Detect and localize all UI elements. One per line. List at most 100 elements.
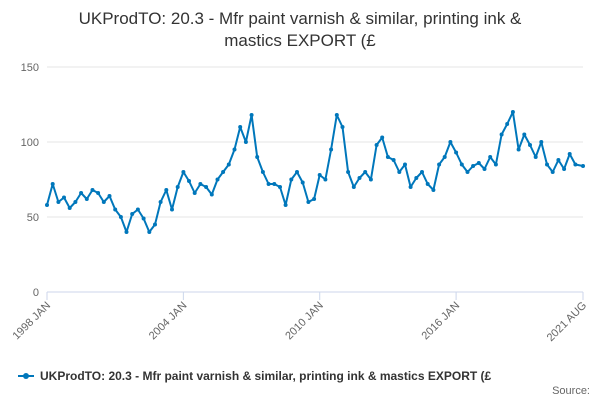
data-point[interactable] <box>420 170 424 174</box>
data-point[interactable] <box>545 162 549 167</box>
data-point[interactable] <box>306 200 311 204</box>
data-point[interactable] <box>221 170 226 174</box>
data-point[interactable] <box>226 162 231 167</box>
data-point[interactable] <box>181 170 186 174</box>
data-point[interactable] <box>118 215 123 219</box>
data-point[interactable] <box>266 182 271 186</box>
data-point[interactable] <box>437 162 442 167</box>
data-point[interactable] <box>147 230 152 234</box>
data-point[interactable] <box>573 162 578 167</box>
data-point[interactable] <box>198 182 203 186</box>
data-point[interactable] <box>340 125 345 129</box>
data-point[interactable] <box>368 177 373 182</box>
data-point[interactable] <box>249 113 254 117</box>
data-point[interactable] <box>283 203 288 207</box>
data-point[interactable] <box>50 182 55 186</box>
data-point[interactable] <box>90 188 95 192</box>
data-point[interactable] <box>175 185 180 189</box>
data-point[interactable] <box>96 191 101 195</box>
data-point[interactable] <box>312 197 317 201</box>
data-point[interactable] <box>56 200 61 204</box>
data-point[interactable] <box>528 143 532 147</box>
data-point[interactable] <box>130 212 135 216</box>
data-point[interactable] <box>448 140 453 144</box>
data-point[interactable] <box>357 176 362 180</box>
data-point[interactable] <box>516 147 521 152</box>
data-point[interactable] <box>374 143 379 147</box>
data-point[interactable] <box>300 180 305 185</box>
data-point[interactable] <box>84 197 89 201</box>
data-point[interactable] <box>317 173 322 177</box>
data-point[interactable] <box>289 177 294 182</box>
data-point[interactable] <box>204 185 209 189</box>
data-point[interactable] <box>243 140 248 144</box>
data-point[interactable] <box>499 132 504 137</box>
data-point[interactable] <box>141 216 146 221</box>
data-point[interactable] <box>425 182 430 186</box>
data-point[interactable] <box>493 162 498 167</box>
data-point[interactable] <box>488 155 493 159</box>
data-point[interactable] <box>442 155 447 159</box>
data-point[interactable] <box>238 125 243 129</box>
data-point[interactable] <box>562 167 567 171</box>
data-point[interactable] <box>260 170 265 174</box>
data-point[interactable] <box>522 132 527 137</box>
y-tick-label: 150 <box>21 62 39 74</box>
data-point[interactable] <box>329 147 334 152</box>
data-point[interactable] <box>334 113 339 117</box>
data-point[interactable] <box>101 200 106 204</box>
data-point[interactable] <box>346 170 351 174</box>
data-point[interactable] <box>278 185 282 189</box>
data-point[interactable] <box>539 140 544 144</box>
data-point[interactable] <box>403 162 407 167</box>
data-point[interactable] <box>471 164 476 168</box>
data-point[interactable] <box>209 192 214 197</box>
data-point[interactable] <box>295 170 299 174</box>
data-point[interactable] <box>255 155 260 159</box>
data-point[interactable] <box>187 179 191 183</box>
data-point[interactable] <box>113 207 118 212</box>
data-point[interactable] <box>215 177 220 182</box>
series-line[interactable] <box>46 111 584 233</box>
data-point[interactable] <box>363 170 368 174</box>
data-point[interactable] <box>533 155 538 159</box>
data-point[interactable] <box>454 150 459 155</box>
data-point[interactable] <box>164 188 169 192</box>
data-point[interactable] <box>459 162 464 167</box>
data-point[interactable] <box>408 185 413 189</box>
data-point[interactable] <box>556 158 561 162</box>
data-point[interactable] <box>550 170 555 174</box>
data-point[interactable] <box>465 170 470 174</box>
data-point[interactable] <box>158 200 163 204</box>
data-point[interactable] <box>232 147 237 152</box>
data-point[interactable] <box>414 176 419 180</box>
data-point[interactable] <box>124 230 129 234</box>
data-point[interactable] <box>135 207 140 212</box>
source-credit[interactable]: Source: <box>552 385 590 397</box>
data-point[interactable] <box>107 194 112 198</box>
data-point[interactable] <box>323 177 328 182</box>
data-point[interactable] <box>380 135 385 140</box>
data-point[interactable] <box>73 200 78 204</box>
data-point[interactable] <box>567 152 572 156</box>
legend[interactable]: UKProdTO: 20.3 - Mfr paint varnish & sim… <box>18 369 492 383</box>
data-point[interactable] <box>510 110 515 114</box>
data-point[interactable] <box>170 207 174 212</box>
chart-title-line-1: UKProdTO: 20.3 - Mfr paint varnish & sim… <box>79 9 522 28</box>
data-point[interactable] <box>153 222 157 227</box>
data-point[interactable] <box>351 185 356 189</box>
data-point[interactable] <box>431 188 436 192</box>
data-point[interactable] <box>505 122 510 126</box>
data-point[interactable] <box>79 191 84 195</box>
data-point[interactable] <box>45 203 49 207</box>
data-point[interactable] <box>62 195 66 200</box>
data-point[interactable] <box>476 161 481 165</box>
data-point[interactable] <box>581 164 585 168</box>
data-point[interactable] <box>391 158 396 162</box>
data-point[interactable] <box>67 206 72 210</box>
data-point[interactable] <box>272 182 277 186</box>
data-point[interactable] <box>397 170 402 174</box>
data-point[interactable] <box>385 155 390 159</box>
data-point[interactable] <box>482 167 487 171</box>
data-point[interactable] <box>192 191 197 195</box>
